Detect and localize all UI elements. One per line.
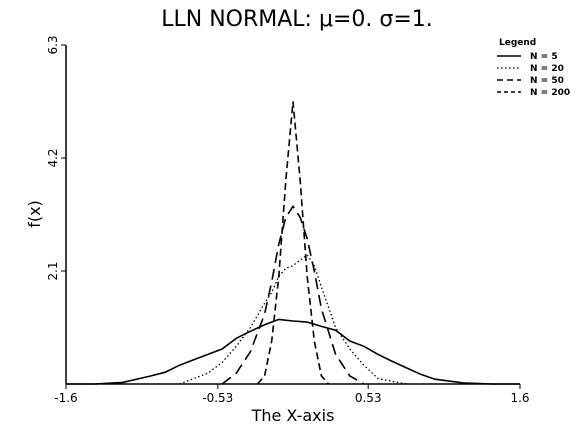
y-tick-label: 4.2: [46, 148, 60, 167]
series-group: [66, 101, 520, 385]
series-line-1: [66, 318, 520, 385]
legend-label-4: N = 200: [530, 88, 570, 98]
legend-label-1: N = 5: [530, 52, 558, 62]
legend-label-2: N = 20: [530, 64, 564, 74]
y-axis-label: f(x): [25, 200, 44, 228]
legend: Legend N = 5 N = 20 N = 50 N = 200: [497, 38, 570, 98]
x-tick-label: -0.53: [202, 391, 233, 405]
x-tick-label: -1.6: [54, 391, 77, 405]
ticks: -1.6 -0.53 0.53 1.6 2.1 4.2 6.3: [46, 35, 530, 405]
series-line-2: [179, 253, 407, 385]
legend-label-3: N = 50: [530, 76, 564, 86]
x-tick-label: 0.53: [355, 391, 382, 405]
x-tick-label: 1.6: [510, 391, 529, 405]
y-tick-label: 2.1: [46, 261, 60, 280]
series-line-3: [221, 204, 365, 385]
x-axis-label: The X-axis: [251, 406, 335, 425]
y-tick-label: 6.3: [46, 35, 60, 54]
axes: [65, 45, 520, 385]
series-line-4: [256, 101, 330, 385]
legend-title: Legend: [499, 38, 536, 48]
chart-title: LLN NORMAL: μ=0. σ=1.: [161, 7, 433, 32]
legend-items: N = 5 N = 20 N = 50 N = 200: [497, 52, 570, 98]
